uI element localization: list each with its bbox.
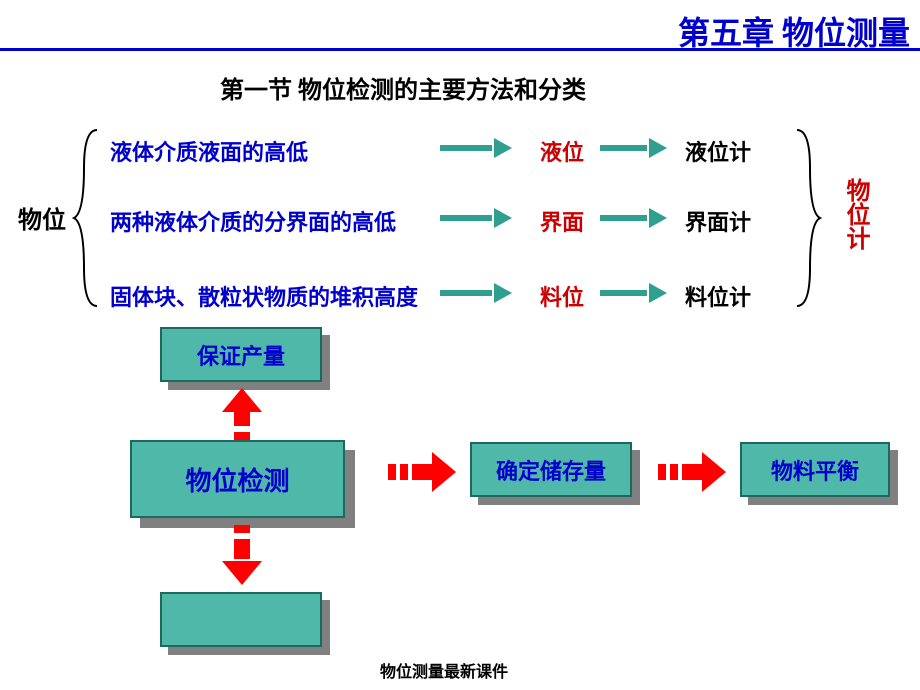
row2-mid: 界面 [540, 205, 584, 237]
arrow-row3-b [600, 290, 665, 296]
row1-mid: 液位 [540, 135, 584, 167]
row2-desc: 两种液体介质的分界面的高低 [110, 205, 396, 237]
arrow-up [232, 388, 252, 440]
right-brace [792, 128, 822, 308]
box-center: 物位检测 [130, 440, 345, 518]
arrow-row2-b [600, 215, 665, 221]
right-summary: 物位计 [838, 178, 873, 250]
box-top: 保证产量 [160, 327, 322, 382]
left-brace [72, 128, 102, 308]
box-center-label: 物位检测 [185, 461, 289, 498]
arrow-row1-a [440, 145, 510, 151]
section-title: 第一节 物位检测的主要方法和分类 [220, 70, 586, 105]
box-right2-label: 物料平衡 [771, 454, 859, 486]
box-right1-label: 确定储存量 [496, 454, 606, 486]
chapter-underline [0, 48, 920, 51]
row2-right: 界面计 [685, 205, 751, 237]
arrow-right-2 [658, 462, 726, 482]
row3-right: 料位计 [685, 280, 751, 312]
row1-right: 液位计 [685, 135, 751, 167]
box-right2: 物料平衡 [740, 442, 890, 497]
arrow-row2-a [440, 215, 510, 221]
row1-desc: 液体介质液面的高低 [110, 135, 308, 167]
arrow-right-1 [388, 462, 456, 482]
footer: 物位测量最新课件 [380, 658, 508, 682]
arrow-row3-a [440, 290, 510, 296]
arrow-down [232, 525, 252, 585]
root-label: 物位 [18, 200, 66, 235]
box-top-label: 保证产量 [197, 339, 285, 371]
box-right1: 确定储存量 [470, 442, 632, 497]
row3-mid: 料位 [540, 280, 584, 312]
box-bottom [160, 592, 322, 647]
row3-desc: 固体块、散粒状物质的堆积高度 [110, 280, 418, 312]
arrow-row1-b [600, 145, 665, 151]
